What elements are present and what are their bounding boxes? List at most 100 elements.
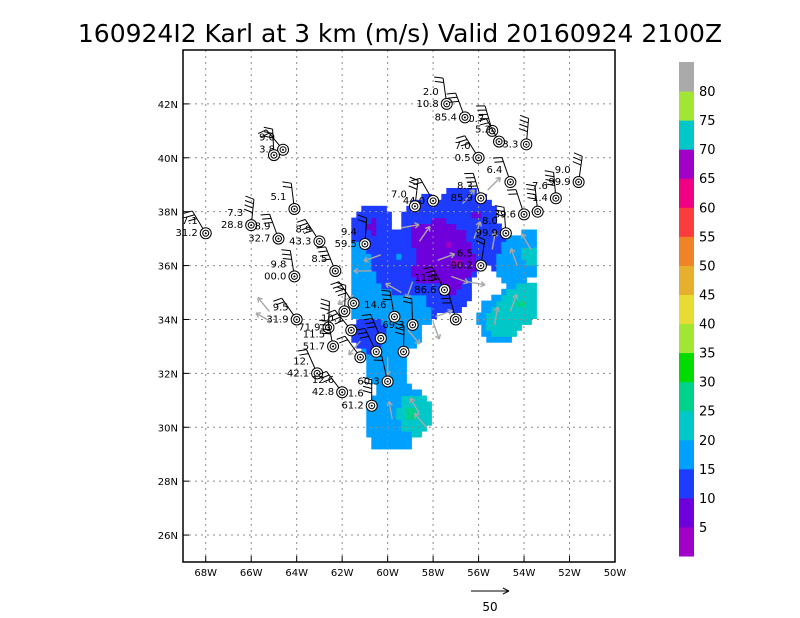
- swath-cell: [411, 407, 417, 414]
- wind-vector: [409, 397, 421, 415]
- swath-cell: [391, 437, 397, 444]
- wind-barb-feather: [382, 298, 392, 301]
- swath-cell: [401, 217, 407, 225]
- wind-vector-head: [434, 335, 440, 340]
- swath-cell: [401, 318, 407, 325]
- station-dot: [363, 243, 366, 246]
- station-dot: [277, 237, 280, 240]
- wind-barb-feather: [244, 204, 254, 209]
- swath-cell: [446, 211, 452, 219]
- wind-vector-shaft: [255, 312, 273, 323]
- swath-cell: [526, 241, 532, 248]
- colorbar-tick-label: 20: [699, 434, 716, 449]
- wind-vector-head: [495, 176, 501, 180]
- swath-cell: [476, 312, 482, 319]
- swath-cell: [361, 318, 367, 325]
- swath-cell: [371, 247, 377, 254]
- wind-barb-feather: [245, 195, 255, 200]
- station: [355, 327, 383, 358]
- swath-cell: [506, 306, 512, 313]
- swath-cell: [406, 253, 412, 260]
- colorbar-tick-label: 15: [699, 463, 716, 478]
- station-dot: [498, 140, 501, 143]
- swath-cell: [496, 318, 502, 325]
- swath-cell: [421, 425, 427, 432]
- swath-cell: [456, 288, 462, 296]
- station-speed-label: 8.9: [255, 222, 271, 233]
- station-dot: [554, 197, 557, 200]
- colorbar-tick-label: 50: [699, 259, 716, 274]
- swath-cell: [381, 442, 387, 450]
- swath-cell: [396, 437, 402, 444]
- wind-barb-feather: [545, 183, 555, 187]
- swath-cell: [511, 271, 517, 278]
- station-dot: [370, 404, 373, 407]
- colorbar-segment: [679, 381, 694, 412]
- swath-cell: [376, 217, 382, 225]
- swath-cell: [376, 425, 382, 432]
- swath-cell: [446, 271, 452, 278]
- swath-cell: [411, 300, 417, 308]
- swath-cell: [356, 229, 362, 236]
- station: 9.531.9: [266, 297, 303, 326]
- swath-cell: [351, 265, 357, 272]
- wind-vector-shaft: [521, 233, 532, 250]
- wind-vector-head: [257, 296, 263, 300]
- swath-cell: [516, 294, 522, 302]
- swath-cell: [491, 211, 497, 219]
- swath-cell: [351, 336, 357, 343]
- swath-cell: [441, 199, 447, 207]
- y-tick-label: 26N: [158, 531, 178, 542]
- swath-cell: [441, 229, 447, 236]
- station-ring-inner: [390, 313, 398, 321]
- swath-cell: [376, 312, 382, 319]
- swath-cell: [491, 217, 497, 225]
- swath-cell: [396, 253, 402, 260]
- wind-barb-feather: [572, 161, 582, 166]
- swath-cell: [376, 223, 382, 230]
- swath-cell: [486, 324, 492, 331]
- swath-cell: [506, 318, 512, 325]
- swath-cell: [496, 271, 502, 278]
- x-tick-label: 64W: [285, 568, 308, 579]
- swath-cell: [481, 229, 487, 236]
- station: 7.131.2: [175, 210, 212, 240]
- swath-cell: [371, 217, 377, 225]
- swath-cell: [361, 342, 367, 349]
- swath-cell: [431, 312, 437, 319]
- wind-barb-feather: [526, 188, 536, 191]
- station-speed-label: 5.1: [271, 192, 287, 203]
- swath-cell: [456, 271, 462, 278]
- swath-cell: [401, 425, 407, 432]
- swath-cell: [461, 288, 467, 296]
- station-dot: [204, 232, 207, 235]
- station: [395, 322, 410, 358]
- wind-barb-feather: [495, 209, 505, 213]
- colorbar-tick-label: 25: [699, 405, 716, 420]
- swath-cell: [446, 235, 452, 242]
- swath-cell: [361, 330, 367, 337]
- station-speed-label: 8.3: [457, 181, 473, 192]
- swath-cell: [381, 324, 387, 331]
- station-ring-inner: [488, 127, 496, 135]
- swath-cell: [481, 223, 487, 230]
- station-ring-inner: [440, 286, 448, 294]
- wind-barb-feather: [544, 170, 554, 173]
- swath-cell: [391, 377, 397, 385]
- swath-cell: [456, 188, 462, 195]
- swath-cell: [436, 294, 442, 302]
- swath-cell: [466, 223, 472, 230]
- station-value-label: 59.5: [335, 239, 357, 250]
- swath-cell: [481, 318, 487, 325]
- wind-barb-feather: [409, 181, 418, 186]
- swath-cell: [516, 312, 522, 319]
- station-dot: [479, 264, 482, 267]
- swath-cell: [426, 241, 432, 248]
- swath-cell: [406, 419, 412, 426]
- swath-cell: [511, 324, 517, 331]
- swath-cell: [406, 241, 412, 248]
- wind-barb-feather: [335, 288, 345, 293]
- station-speed-label: 12.6: [312, 375, 334, 386]
- swath-cell: [426, 300, 432, 308]
- swath-cell: [376, 419, 382, 426]
